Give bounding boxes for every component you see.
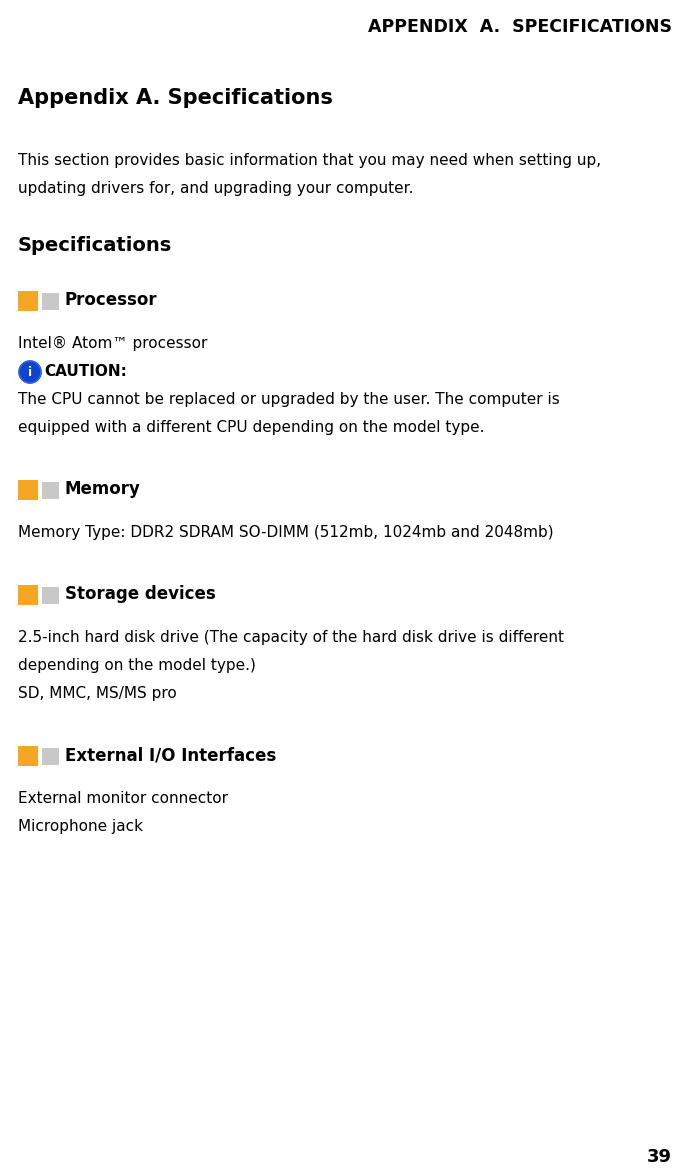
Text: Intel® Atom™ processor: Intel® Atom™ processor [18, 336, 208, 351]
Bar [18, 746, 38, 766]
Text: 39: 39 [647, 1148, 672, 1166]
Text: Memory Type: DDR2 SDRAM SO-DIMM (512mb, 1024mb and 2048mb): Memory Type: DDR2 SDRAM SO-DIMM (512mb, … [18, 525, 553, 541]
Text: APPENDIX  A.  SPECIFICATIONS: APPENDIX A. SPECIFICATIONS [368, 18, 672, 36]
Text: i: i [28, 365, 32, 379]
Text: External monitor connector: External monitor connector [18, 791, 228, 806]
Bar [18, 291, 38, 311]
Bar [42, 748, 59, 764]
Text: Memory: Memory [65, 480, 141, 498]
Text: Microphone jack: Microphone jack [18, 819, 143, 834]
Text: Storage devices: Storage devices [65, 585, 216, 603]
Bar [42, 586, 59, 604]
Text: depending on the model type.): depending on the model type.) [18, 658, 256, 673]
Text: updating drivers for, and upgrading your computer.: updating drivers for, and upgrading your… [18, 181, 413, 197]
Bar [42, 292, 59, 310]
Text: External I/O Interfaces: External I/O Interfaces [65, 746, 276, 764]
Bar [18, 480, 38, 500]
Bar [42, 482, 59, 498]
Text: CAUTION:: CAUTION: [44, 364, 127, 379]
Bar [18, 585, 38, 605]
Text: Appendix A. Specifications: Appendix A. Specifications [18, 88, 333, 108]
Text: SD, MMC, MS/MS pro: SD, MMC, MS/MS pro [18, 686, 177, 701]
Text: The CPU cannot be replaced or upgraded by the user. The computer is: The CPU cannot be replaced or upgraded b… [18, 392, 560, 407]
Text: Processor: Processor [65, 291, 158, 309]
Text: Specifications: Specifications [18, 236, 172, 255]
Text: 2.5-inch hard disk drive (The capacity of the hard disk drive is different: 2.5-inch hard disk drive (The capacity o… [18, 629, 564, 645]
Circle shape [19, 362, 41, 383]
Text: This section provides basic information that you may need when setting up,: This section provides basic information … [18, 153, 601, 168]
Text: equipped with a different CPU depending on the model type.: equipped with a different CPU depending … [18, 420, 484, 435]
